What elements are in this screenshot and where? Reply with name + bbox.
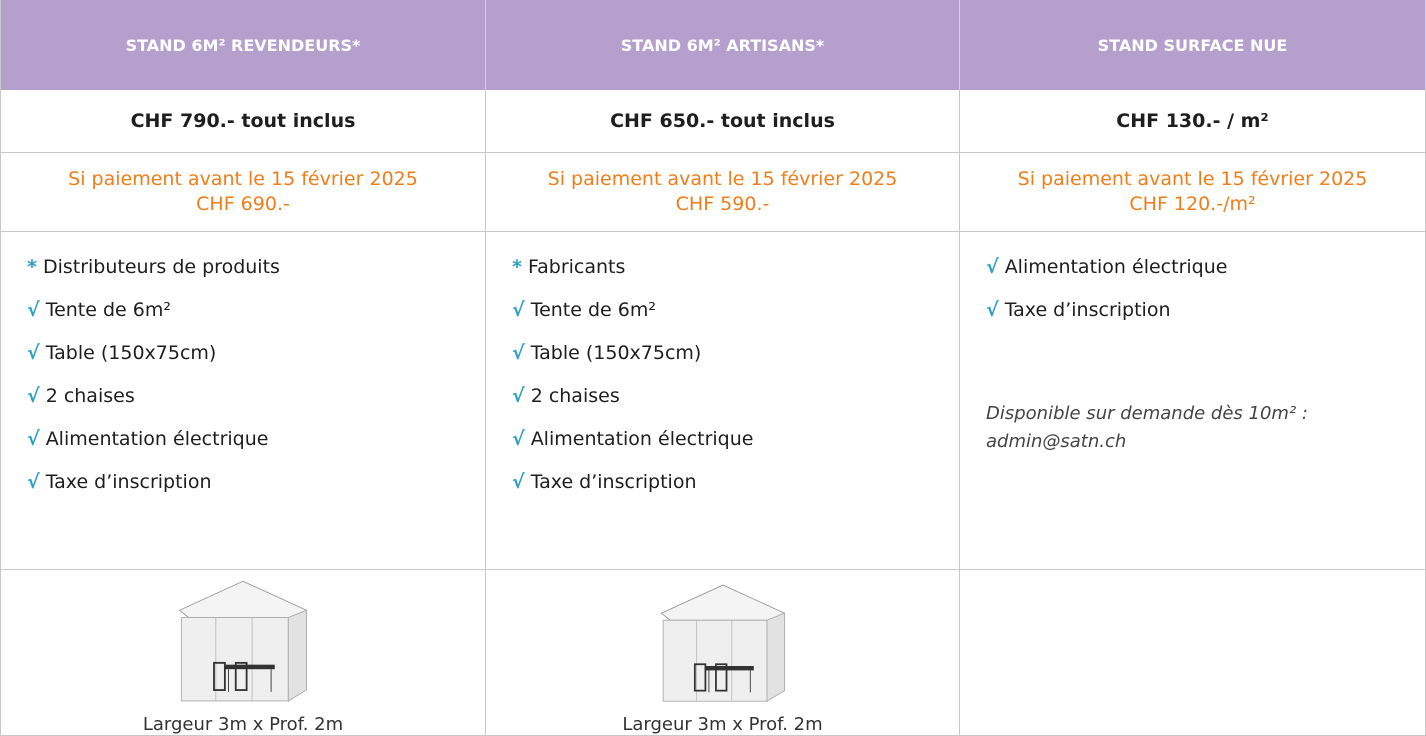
feature-list: *Distributeurs de produits√Tente de 6m²√… [0,232,486,570]
feature-text: Alimentation électrique [46,428,269,450]
tent-image [633,578,813,710]
feature-text: Taxe d’inscription [46,471,212,493]
image-cell: Largeur 3m x Prof. 2m [486,570,960,736]
marker: √ [512,428,525,450]
marker: √ [986,299,999,321]
feature: √ Taxe d’inscription [986,297,1425,340]
image-cell: Largeur 3m x Prof. 2m [0,570,486,736]
marker: √ [512,385,525,407]
tent-image [153,574,333,710]
feature-text: Table (150x75cm) [46,342,217,364]
marker: √ [27,385,40,407]
early-line: Si paiement avant le 15 février 2025 [68,167,418,192]
caption: Largeur 3m x Prof. 2m [622,714,822,735]
feature: √ Taxe d’inscription [27,469,485,512]
feature-text: Fabricants [528,256,625,278]
marker: √ [986,256,999,278]
early-line: CHF 690.- [196,192,290,217]
feature: √ Alimentation électrique [986,254,1425,297]
body: {"table": {"columns": [ {"header": "STAN… [0,0,1426,736]
feature-text: 2 chaises [46,385,135,407]
marker: √ [27,428,40,450]
feature: √ Table (150x75cm) [27,340,485,383]
feature-text: 2 chaises [531,385,620,407]
feature: √ Alimentation électrique [512,426,959,469]
feature: √ Tente de 6m² [27,297,485,340]
early-line: Si paiement avant le 15 février 2025 [548,167,898,192]
feature: √ 2 chaises [512,383,959,426]
feature: * Distributeurs de produits [27,254,485,297]
header: STAND 6M² REVENDEURS* [0,0,486,90]
feature-list: *Fabricants√Tente de 6m²√Table (150x75cm… [486,232,960,570]
page: Stands html, body { margin: 0; padding: … [0,0,1426,736]
header: STAND SURFACE NUE [960,0,1426,90]
marker: * [27,256,37,278]
note-line: Disponible sur demande dès 10m² : [986,400,1405,428]
feature-text: Tente de 6m² [531,299,656,321]
note: Disponible sur demande dès 10m² :admin@s… [986,400,1425,456]
feature: √ Table (150x75cm) [512,340,959,383]
image-cell [960,570,1426,736]
price: CHF 650.- tout inclus [486,90,960,153]
feature-text: Tente de 6m² [46,299,171,321]
header: STAND 6M² ARTISANS* [486,0,960,90]
feature-text: Table (150x75cm) [531,342,702,364]
early-line: CHF 120.-/m² [1129,192,1255,217]
marker: √ [512,299,525,321]
feature: √ 2 chaises [27,383,485,426]
feature: √ Alimentation électrique [27,426,485,469]
feature-text: Alimentation électrique [531,428,754,450]
feature-text: Alimentation électrique [1005,256,1228,278]
caption: Largeur 3m x Prof. 2m [143,714,343,735]
feature-text: Taxe d’inscription [531,471,697,493]
feature: * Fabricants [512,254,959,297]
price: CHF 790.- tout inclus [0,90,486,153]
feature-list: √ Alimentation électrique √ Taxe d’inscript… [960,232,1426,570]
feature: √ Tente de 6m² [512,297,959,340]
feature-text: Distributeurs de produits [43,256,280,278]
marker: √ [27,342,40,364]
feature: √ Taxe d’inscription [512,469,959,512]
price: CHF 130.- / m² [960,90,1426,153]
marker: √ [27,471,40,493]
note-line: admin@satn.ch [986,428,1405,456]
early-line: Si paiement avant le 15 février 2025 [1018,167,1368,192]
pricing-table: STAND 6M² REVENDEURS* STAND 6M² ARTISANS… [0,0,1426,736]
marker: √ [512,342,525,364]
marker: √ [512,471,525,493]
early-line: CHF 590.- [676,192,770,217]
feature-text: Taxe d’inscription [1005,299,1171,321]
marker: √ [27,299,40,321]
marker: * [512,256,522,278]
